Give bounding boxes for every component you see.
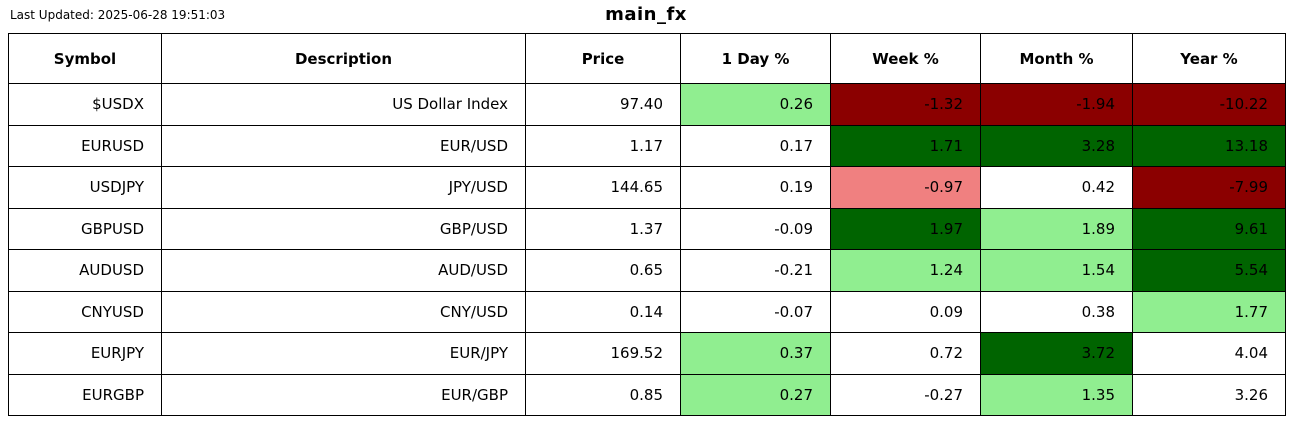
cell-day-pct: 0.37 [680, 332, 831, 375]
cell-description: US Dollar Index [161, 83, 526, 126]
cell-month-pct: 1.35 [980, 373, 1133, 416]
cell-year-pct: 3.26 [1132, 373, 1286, 416]
col-header-symbol: Symbol [8, 33, 162, 84]
fx-table: Symbol Description Price 1 Day % Week % … [8, 33, 1286, 416]
cell-month-pct: 3.72 [980, 332, 1133, 375]
cell-day-pct: 0.26 [680, 83, 831, 126]
cell-week-pct: -1.32 [830, 83, 981, 126]
cell-symbol: USDJPY [8, 166, 162, 209]
page-title: main_fx [605, 4, 687, 25]
cell-year-pct: -10.22 [1132, 83, 1286, 126]
cell-year-pct: 13.18 [1132, 124, 1286, 167]
table-row: CNYUSD CNY/USD 0.14 -0.07 0.09 0.38 1.77 [8, 290, 1286, 333]
last-updated-label: Last Updated: 2025-06-28 19:51:03 [10, 8, 226, 22]
table-body: $USDX US Dollar Index 97.40 0.26 -1.32 -1.94-… [8, 83, 1286, 416]
cell-day-pct: -0.09 [680, 207, 831, 250]
header-row: Symbol Description Price 1 Day % Week % … [8, 33, 1286, 84]
cell-price: 0.14 [525, 290, 681, 333]
cell-description: CNY/USD [161, 290, 526, 333]
cell-price: 0.65 [525, 249, 681, 292]
cell-description: JPY/USD [161, 166, 526, 209]
table-row: $USDX US Dollar Index 97.40 0.26 -1.32 -1.94-… [8, 83, 1286, 126]
cell-symbol: AUDUSD [8, 249, 162, 292]
cell-price: 1.17 [525, 124, 681, 167]
cell-description: GBP/USD [161, 207, 526, 250]
cell-description: EUR/USD [161, 124, 526, 167]
col-header-week-pct: Week % [830, 33, 981, 84]
figure-header: Last Updated: 2025-06-28 19:51:03 main_f… [0, 0, 1292, 33]
cell-price: 0.85 [525, 373, 681, 416]
col-header-year-pct: Year % [1132, 33, 1286, 84]
cell-week-pct: -0.97 [830, 166, 981, 209]
cell-year-pct: -7.99 [1132, 166, 1286, 209]
table-row: EURUSD EUR/USD 1.17 0.17 1.71 3.28 13.18 [8, 124, 1286, 167]
col-header-day-pct: 1 Day % [680, 33, 831, 84]
table-row: EURGBP EUR/GBP 0.85 0.27 -0.27 1.35 3.26 [8, 373, 1286, 416]
col-header-month-pct: Month % [980, 33, 1133, 84]
cell-description: EUR/GBP [161, 373, 526, 416]
cell-description: EUR/JPY [161, 332, 526, 375]
cell-description: AUD/USD [161, 249, 526, 292]
cell-symbol: EURJPY [8, 332, 162, 375]
cell-price: 1.37 [525, 207, 681, 250]
cell-day-pct: 0.27 [680, 373, 831, 416]
cell-week-pct: 0.09 [830, 290, 981, 333]
cell-year-pct: 1.77 [1132, 290, 1286, 333]
cell-symbol: GBPUSD [8, 207, 162, 250]
cell-week-pct: -0.27 [830, 373, 981, 416]
cell-week-pct: 1.97 [830, 207, 981, 250]
cell-symbol: CNYUSD [8, 290, 162, 333]
cell-price: 97.40 [525, 83, 681, 126]
cell-month-pct: 3.28 [980, 124, 1133, 167]
cell-week-pct: 1.71 [830, 124, 981, 167]
table-row: EURJPY EUR/JPY 169.52 0.37 0.72 3.72 4.04 [8, 332, 1286, 375]
cell-month-pct: -1.94 [980, 83, 1133, 126]
cell-day-pct: 0.17 [680, 124, 831, 167]
cell-month-pct: 1.89 [980, 207, 1133, 250]
col-header-description: Description [161, 33, 526, 84]
cell-price: 169.52 [525, 332, 681, 375]
cell-day-pct: -0.07 [680, 290, 831, 333]
cell-symbol: EURGBP [8, 373, 162, 416]
cell-year-pct: 4.04 [1132, 332, 1286, 375]
cell-week-pct: 1.24 [830, 249, 981, 292]
table-row: USDJPY JPY/USD 144.65 0.19 -0.97 0.42 -7.99 [8, 166, 1286, 209]
cell-day-pct: 0.19 [680, 166, 831, 209]
cell-price: 144.65 [525, 166, 681, 209]
cell-month-pct: 0.42 [980, 166, 1133, 209]
table-row: AUDUSD AUD/USD 0.65 -0.21 1.24 1.54 5.54 [8, 249, 1286, 292]
cell-month-pct: 0.38 [980, 290, 1133, 333]
cell-year-pct: 5.54 [1132, 249, 1286, 292]
table-row: GBPUSD GBP/USD 1.37 -0.09 1.97 1.89 9.61 [8, 207, 1286, 250]
cell-symbol: EURUSD [8, 124, 162, 167]
cell-day-pct: -0.21 [680, 249, 831, 292]
cell-symbol: $USDX [8, 83, 162, 126]
col-header-price: Price [525, 33, 681, 84]
cell-month-pct: 1.54 [980, 249, 1133, 292]
cell-week-pct: 0.72 [830, 332, 981, 375]
cell-year-pct: 9.61 [1132, 207, 1286, 250]
